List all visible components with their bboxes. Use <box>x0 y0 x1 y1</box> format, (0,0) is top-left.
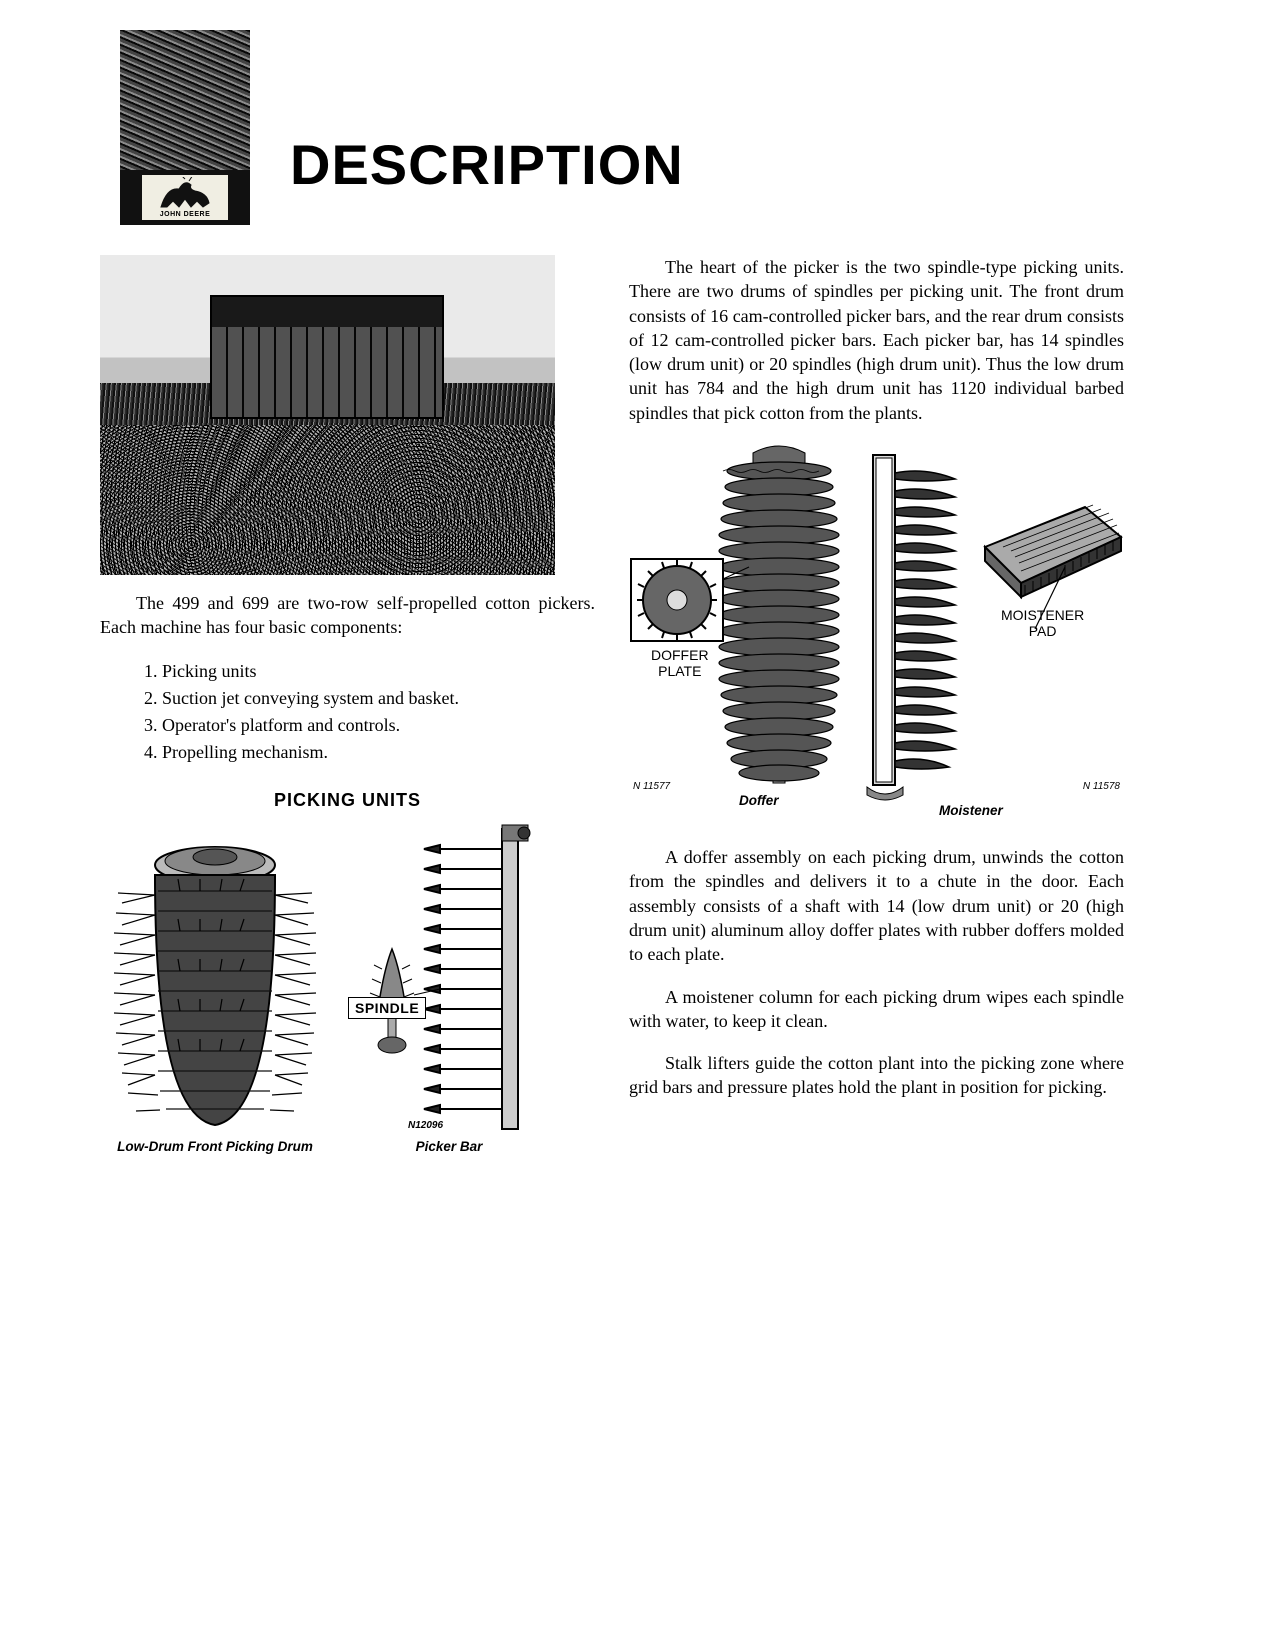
brand-text: JOHN DEERE <box>160 211 211 218</box>
page-title: DESCRIPTION <box>290 132 684 197</box>
list-item: 3. Operator's platform and controls. <box>144 712 595 739</box>
moistener-ref: N 11578 <box>1083 781 1120 792</box>
list-item: 4. Propelling mechanism. <box>144 739 595 766</box>
picker-bar-caption: Picker Bar <box>416 1139 483 1154</box>
drum-illustration <box>100 835 330 1135</box>
paragraph-3: A moistener column for each picking drum… <box>629 985 1124 1034</box>
picker-bar-figure: SPINDLE N12096 Picker Bar <box>344 819 554 1154</box>
drum-caption: Low-Drum Front Picking Drum <box>117 1139 313 1154</box>
paragraph-2: A doffer assembly on each picking drum, … <box>629 845 1124 966</box>
picking-units-figures: Low-Drum Front Picking Drum <box>100 819 595 1154</box>
brand-logo: JOHN DEERE <box>120 30 250 225</box>
picker-bar-illustration: SPINDLE N12096 <box>344 819 554 1139</box>
logo-texture <box>120 30 250 175</box>
section-heading: PICKING UNITS <box>100 790 595 811</box>
drum-figure: Low-Drum Front Picking Drum <box>100 829 330 1154</box>
moistener-caption: Moistener <box>939 803 1003 818</box>
component-list: 1. Picking units 2. Suction jet conveyin… <box>144 658 595 766</box>
doffer-plate-label: DOFFERPLATE <box>651 647 709 679</box>
logo-badge: JOHN DEERE <box>120 170 250 225</box>
list-item: 1. Picking units <box>144 658 595 685</box>
intro-paragraph: The 499 and 699 are two-row self-propell… <box>100 591 595 640</box>
spindle-label: SPINDLE <box>348 997 426 1019</box>
moistener-pad-label: MOISTENERPAD <box>1001 607 1084 639</box>
paragraph-4: Stalk lifters guide the cotton plant int… <box>629 1051 1124 1100</box>
logo-inner: JOHN DEERE <box>142 175 228 220</box>
list-item: 2. Suction jet conveying system and bask… <box>144 685 595 712</box>
doffer-ref: N 11577 <box>633 781 670 792</box>
doffer-moistener-figure: DOFFERPLATE MOISTENERPAD N 11577 N 11578… <box>629 443 1124 823</box>
deer-icon <box>155 177 215 211</box>
doffer-caption: Doffer <box>739 793 779 808</box>
right-column: The heart of the picker is the two spind… <box>629 255 1124 1154</box>
picker-bar-ref: N12096 <box>408 1120 443 1131</box>
left-column: N 18656 The 499 and 699 are two-row self… <box>100 255 595 1154</box>
page-header: JOHN DEERE DESCRIPTION <box>120 30 1175 225</box>
paragraph-1: The heart of the picker is the two spind… <box>629 255 1124 425</box>
photo-ref: N 18656 <box>106 560 148 571</box>
hero-photo: N 18656 <box>100 255 555 575</box>
content-columns: N 18656 The 499 and 699 are two-row self… <box>100 255 1175 1154</box>
